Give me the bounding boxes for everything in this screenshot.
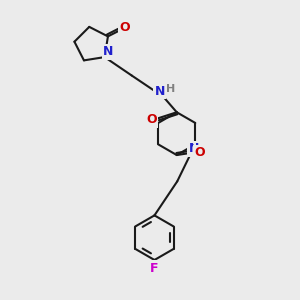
Text: N: N [154,85,165,98]
Text: N: N [189,142,199,155]
Text: F: F [150,262,159,275]
Text: O: O [194,146,205,159]
Text: O: O [146,113,157,126]
Text: N: N [103,45,113,58]
Text: H: H [166,84,176,94]
Text: O: O [120,21,130,34]
